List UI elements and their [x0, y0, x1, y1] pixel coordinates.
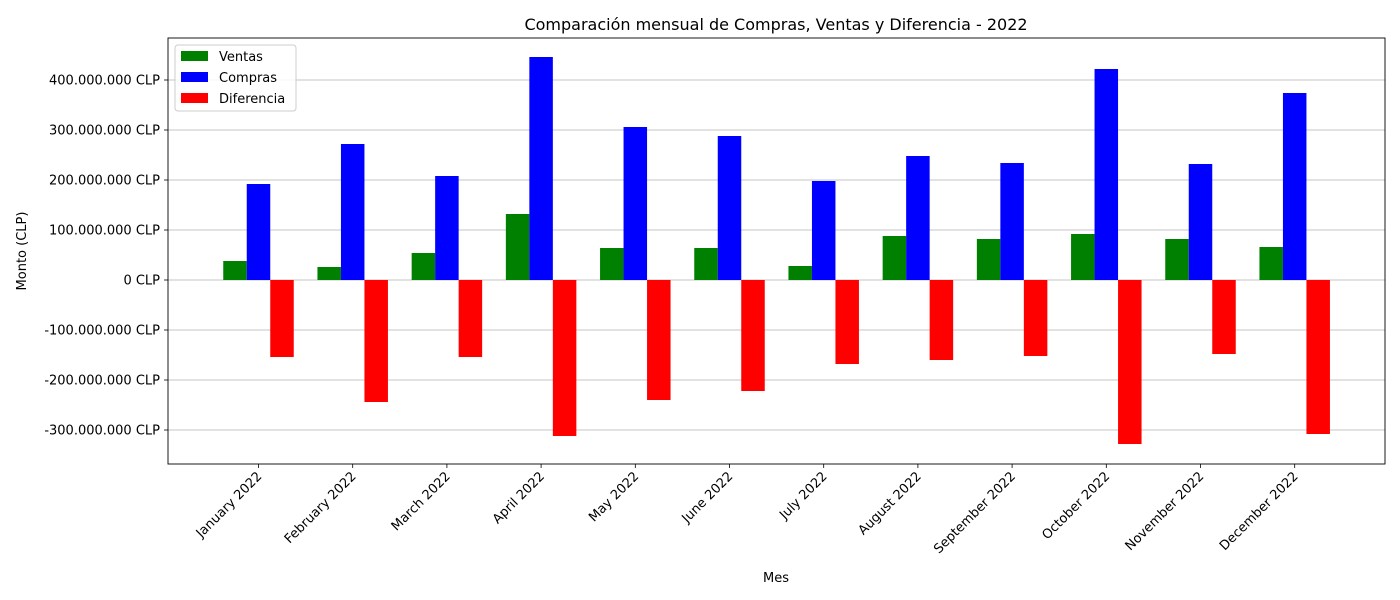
y-tick-label: 200.000.000 CLP — [49, 174, 160, 189]
x-axis-ticks: January 2022 February 2022 March 2022 April… — [193, 464, 1302, 557]
bar-diferencia-12 — [1306, 280, 1330, 434]
bar-compras-11 — [1188, 164, 1213, 280]
bar-ventas-8 — [882, 236, 907, 280]
x-tick-label: May 2022 — [586, 469, 642, 525]
bar-ventas-10 — [1071, 234, 1095, 280]
legend: Ventas Compras Diferencia — [174, 44, 297, 112]
chart-title: Comparación mensual de Compras, Ventas y… — [524, 15, 1027, 34]
x-tick-label: October 2022 — [1039, 469, 1113, 543]
bar-compras-4 — [529, 57, 553, 280]
bar-ventas-2 — [317, 267, 341, 280]
y-axis-label: Monto (CLP) — [15, 212, 30, 291]
bar-diferencia-3 — [458, 280, 483, 357]
bar-compras-3 — [435, 176, 459, 280]
bar-compras-5 — [623, 127, 648, 280]
bar-ventas-9 — [976, 239, 1001, 280]
y-tick-label: 100.000.000 CLP — [49, 224, 160, 239]
bar-compras-8 — [906, 156, 930, 280]
bar-diferencia-9 — [1023, 280, 1048, 356]
bar-compras-2 — [340, 144, 365, 280]
bar-compras-12 — [1282, 93, 1307, 280]
bar-ventas-12 — [1259, 247, 1283, 280]
legend-swatch-compras — [181, 72, 208, 82]
x-tick-label: June 2022 — [679, 469, 737, 527]
bar-ventas-7 — [788, 266, 812, 280]
legend-swatch-diferencia — [181, 93, 208, 103]
y-tick-label: -300.000.000 CLP — [44, 424, 160, 439]
x-tick-label: September 2022 — [931, 469, 1019, 557]
y-axis-ticks: -300.000.000 CLP -200.000.000 CLP -100.000… — [44, 74, 168, 439]
bar-ventas-4 — [505, 214, 530, 280]
plot-frame — [167, 37, 1386, 465]
bar-diferencia-6 — [741, 280, 765, 391]
y-tick-label: 0 CLP — [123, 274, 160, 289]
bar-ventas-11 — [1165, 239, 1189, 280]
bar-diferencia-8 — [929, 280, 954, 360]
bar-compras-10 — [1094, 69, 1119, 280]
x-tick-label: December 2022 — [1217, 469, 1302, 554]
bar-ventas-1 — [223, 261, 247, 280]
legend-label-ventas: Ventas — [219, 50, 263, 65]
bar-ventas-3 — [411, 253, 436, 280]
y-tick-label: -200.000.000 CLP — [44, 374, 160, 389]
bar-diferencia-11 — [1212, 280, 1236, 354]
x-tick-label: February 2022 — [282, 469, 360, 547]
legend-label-compras: Compras — [219, 71, 277, 86]
axes — [167, 37, 1386, 465]
x-tick-label: March 2022 — [389, 469, 454, 534]
x-tick-label: April 2022 — [490, 469, 548, 527]
x-axis-label: Mes — [763, 571, 789, 586]
bar-diferencia-7 — [835, 280, 859, 364]
legend-label-diferencia: Diferencia — [219, 92, 285, 107]
bar-compras-9 — [1000, 163, 1024, 280]
x-tick-label: November 2022 — [1123, 469, 1208, 554]
x-tick-label: January 2022 — [193, 469, 265, 541]
bar-ventas-6 — [694, 248, 718, 280]
x-tick-label: August 2022 — [856, 469, 925, 538]
bar-compras-6 — [717, 136, 742, 280]
bar-diferencia-5 — [647, 280, 671, 400]
bar-ventas-5 — [600, 248, 624, 280]
bar-diferencia-2 — [364, 280, 388, 402]
y-tick-label: -100.000.000 CLP — [44, 324, 160, 339]
x-tick-label: July 2022 — [776, 469, 830, 523]
legend-swatch-ventas — [181, 51, 208, 61]
bar-diferencia-10 — [1118, 280, 1142, 444]
bar-diferencia-4 — [552, 280, 577, 436]
bar-diferencia-1 — [270, 280, 294, 357]
y-tick-label: 300.000.000 CLP — [49, 124, 160, 139]
bar-compras-1 — [246, 184, 271, 280]
bars — [223, 57, 1330, 444]
bar-compras-7 — [811, 181, 836, 280]
y-tick-label: 400.000.000 CLP — [49, 74, 160, 89]
